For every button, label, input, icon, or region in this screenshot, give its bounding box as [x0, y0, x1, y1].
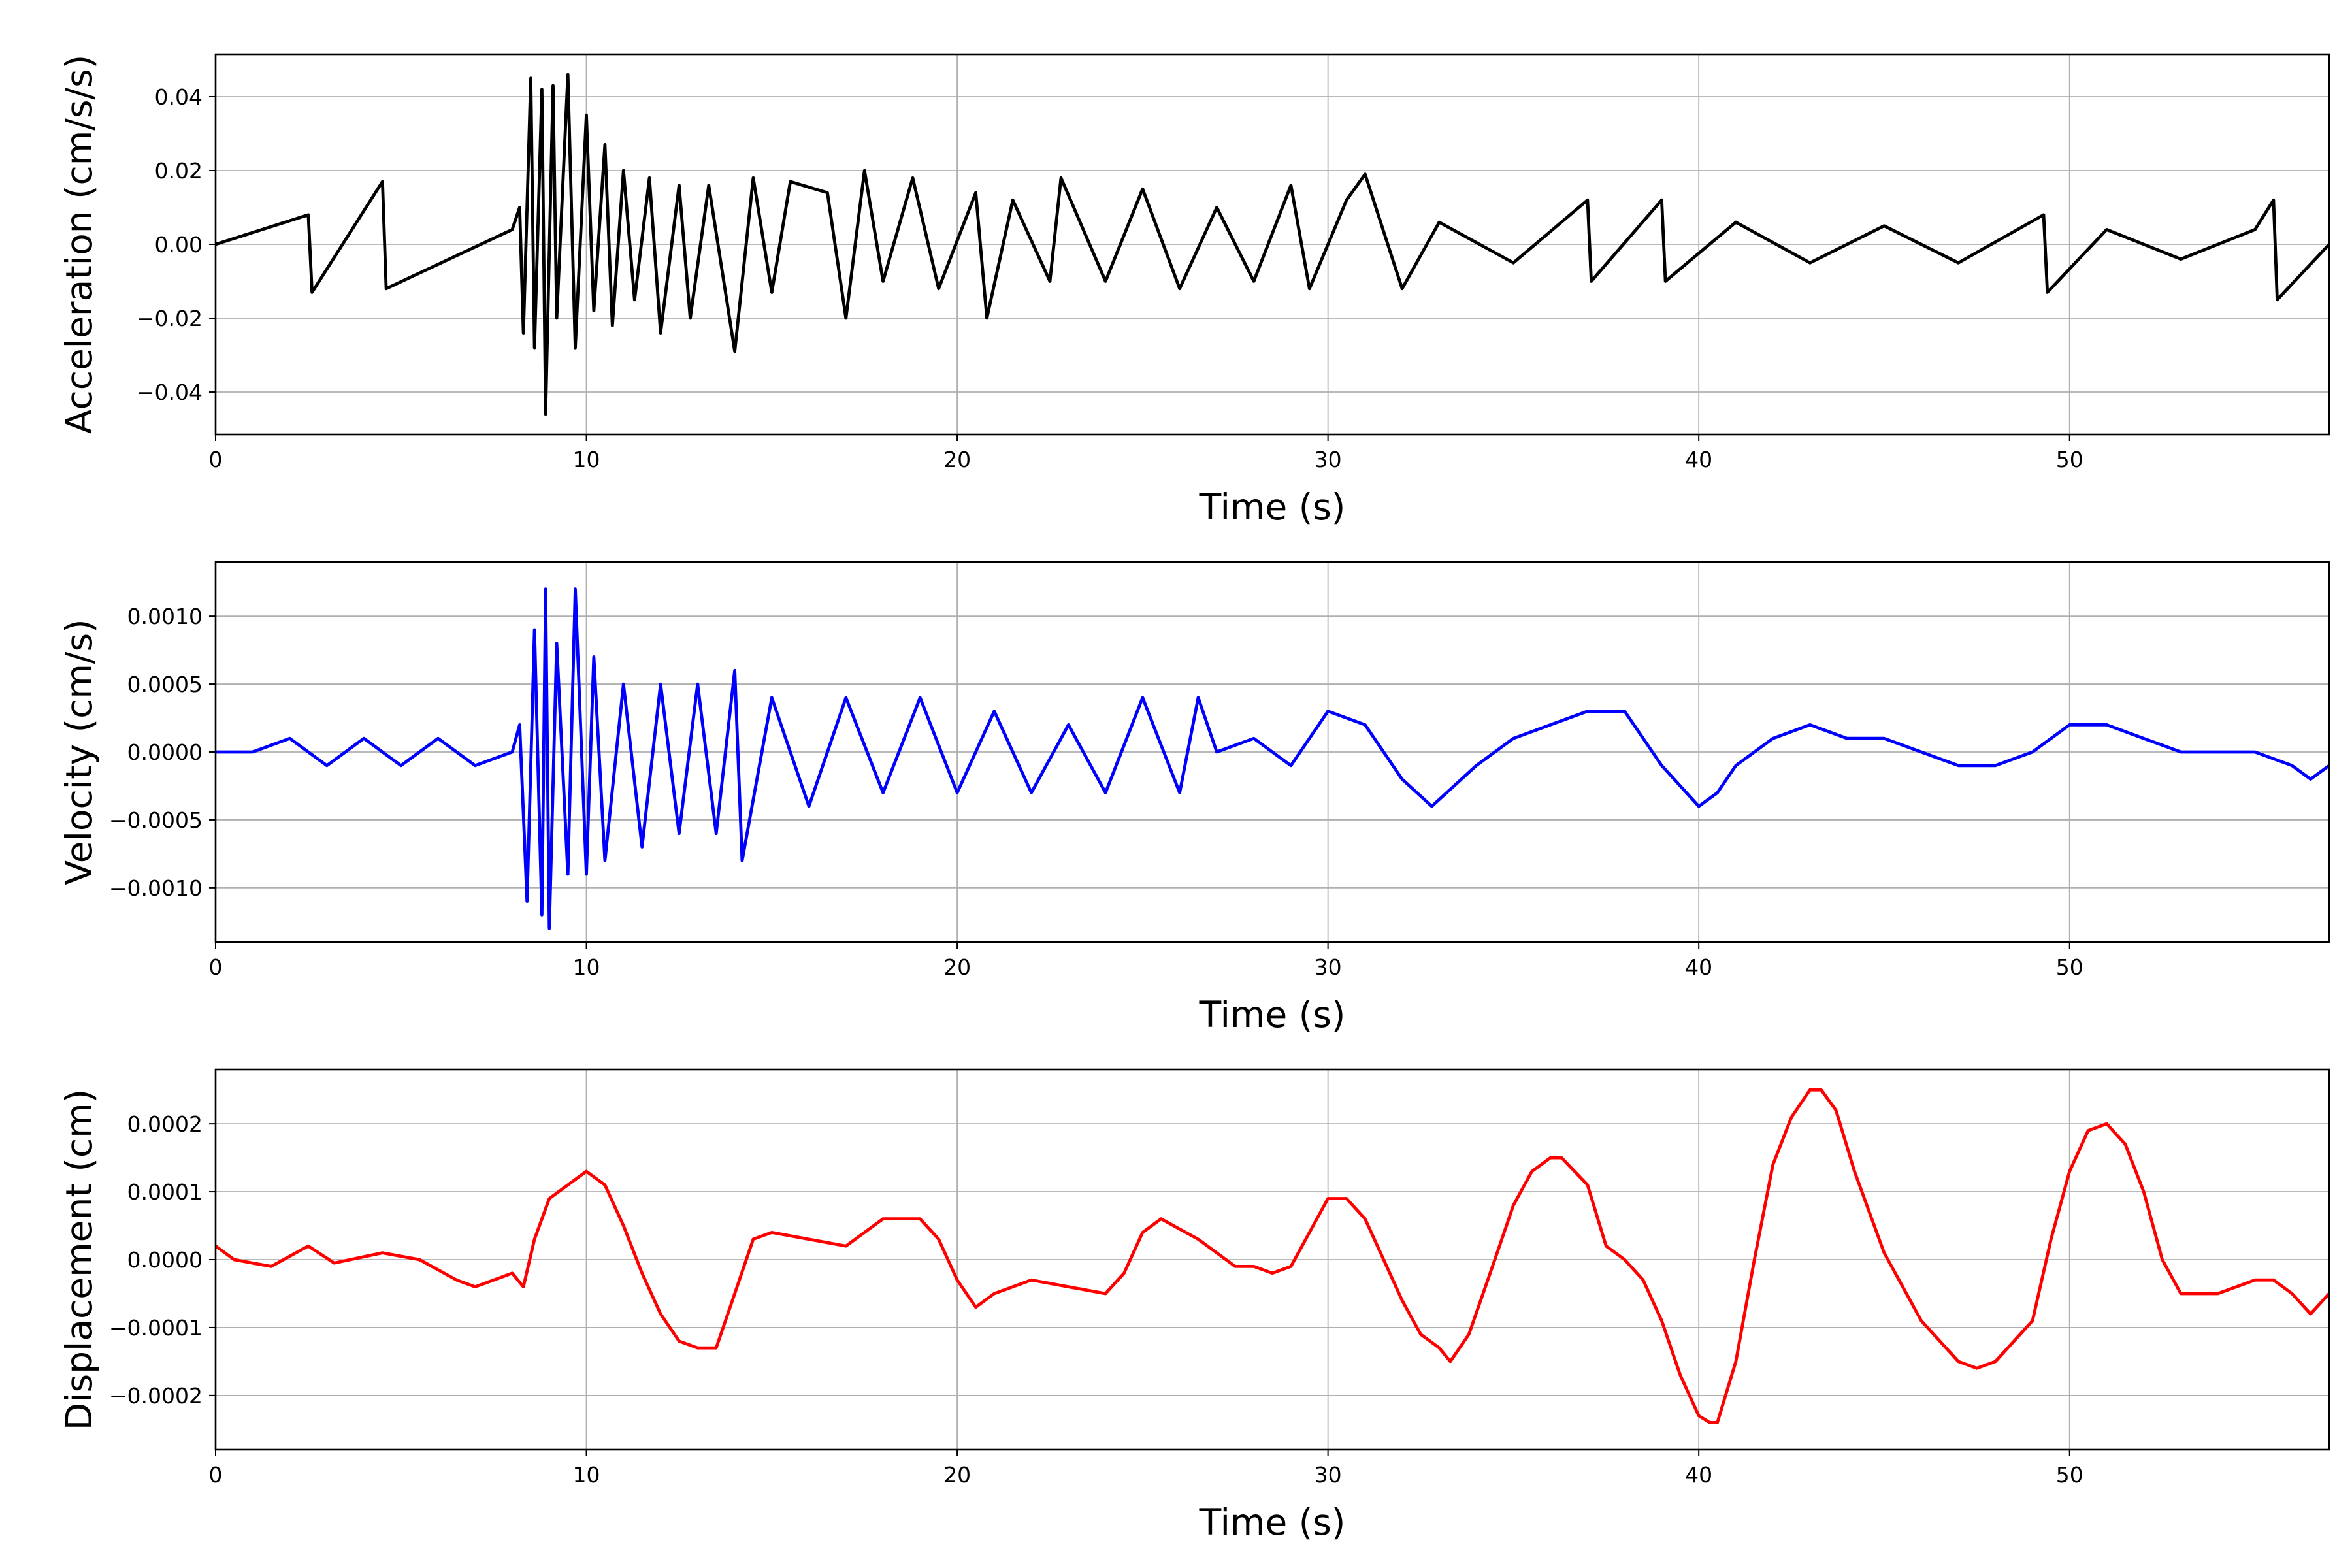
velocity-x-tick-label-1: 10: [573, 955, 600, 980]
displacement-y-tick-label-0: −0.0002: [109, 1383, 203, 1409]
displacement-chart: 0 10 20 30 40 50 −0.0002 −0.0001 0.0000 0.0001 0.0…: [58, 1068, 2330, 1543]
displacement-x-axis-label: Time (s): [1199, 1501, 1346, 1543]
displacement-y-axis-label: Displacement (cm): [58, 1089, 100, 1430]
acceleration-y-tick-label-1: −0.02: [137, 306, 203, 331]
acceleration-y-tick-label-4: 0.04: [155, 84, 203, 110]
acceleration-chart: 0 10 20 30 40 50 −0.04 −0.02 0.00 0.02 0.04 Time (s…: [58, 53, 2330, 528]
velocity-y-tick-label-0: −0.0010: [109, 875, 203, 901]
displacement-y-tick-label-4: 0.0002: [127, 1111, 203, 1137]
velocity-x-tick-label-4: 40: [1685, 955, 1712, 980]
acceleration-y-tick-label-0: −0.04: [137, 380, 203, 405]
displacement-x-tick-label-3: 30: [1315, 1462, 1342, 1488]
velocity-x-tick-label-2: 20: [943, 955, 971, 980]
acceleration-x-tick-label-2: 20: [943, 447, 971, 472]
displacement-x-tick-label-2: 20: [943, 1462, 971, 1488]
velocity-chart: 0 10 20 30 40 50 −0.0010 −0.0005 0.0000 0.0005 0.0…: [58, 561, 2330, 1036]
velocity-x-tick-label-0: 0: [209, 955, 223, 980]
displacement-series-line: [216, 1088, 2329, 1424]
velocity-y-tick-label-4: 0.0010: [127, 604, 203, 629]
acceleration-x-tick-label-0: 0: [209, 447, 223, 472]
displacement-y-tick-label-2: 0.0000: [127, 1247, 203, 1273]
acceleration-y-axis-label: Acceleration (cm/s/s): [58, 55, 100, 434]
acceleration-y-tick-label-3: 0.02: [155, 158, 203, 184]
acceleration-x-tick-label-4: 40: [1685, 447, 1712, 472]
velocity-y-tick-label-1: −0.0005: [109, 808, 203, 833]
displacement-x-tick-label-0: 0: [209, 1462, 223, 1488]
displacement-x-tick-label-5: 50: [2056, 1462, 2083, 1488]
velocity-y-axis-label: Velocity (cm/s): [58, 619, 100, 885]
velocity-x-tick-label-5: 50: [2056, 955, 2083, 980]
displacement-x-tick-label-4: 40: [1685, 1462, 1712, 1488]
acceleration-y-tick-label-2: 0.00: [155, 232, 203, 257]
velocity-x-axis-label: Time (s): [1199, 994, 1346, 1036]
acceleration-series-line: [216, 73, 2329, 416]
displacement-grid: [215, 1070, 2329, 1450]
acceleration-x-axis-label: Time (s): [1199, 486, 1346, 528]
acceleration-x-tick-label-1: 10: [573, 447, 600, 472]
acceleration-x-tick-label-5: 50: [2056, 447, 2083, 472]
velocity-y-tick-label-3: 0.0005: [127, 672, 203, 697]
acceleration-x-tick-label-3: 30: [1315, 447, 1342, 472]
displacement-x-tick-label-1: 10: [573, 1462, 600, 1488]
velocity-series-line: [216, 587, 2329, 930]
displacement-y-tick-label-3: 0.0001: [127, 1179, 203, 1205]
velocity-x-tick-label-3: 30: [1315, 955, 1342, 980]
velocity-y-tick-label-2: 0.0000: [127, 740, 203, 765]
displacement-y-tick-label-1: −0.0001: [109, 1315, 203, 1341]
